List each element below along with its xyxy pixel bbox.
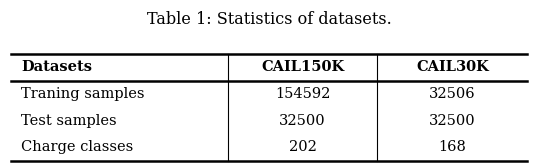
Text: Test samples: Test samples [21, 114, 117, 128]
Text: 32500: 32500 [279, 114, 326, 128]
Text: Datasets: Datasets [21, 61, 92, 74]
Text: Charge classes: Charge classes [21, 140, 133, 154]
Text: Table 1: Statistics of datasets.: Table 1: Statistics of datasets. [147, 11, 391, 29]
Text: 168: 168 [438, 140, 466, 154]
Text: 154592: 154592 [275, 87, 330, 101]
Text: CAIL150K: CAIL150K [261, 61, 344, 74]
Text: 202: 202 [288, 140, 316, 154]
Text: 32506: 32506 [429, 87, 476, 101]
Text: CAIL30K: CAIL30K [416, 61, 489, 74]
Text: 32500: 32500 [429, 114, 476, 128]
Text: Traning samples: Traning samples [21, 87, 145, 101]
